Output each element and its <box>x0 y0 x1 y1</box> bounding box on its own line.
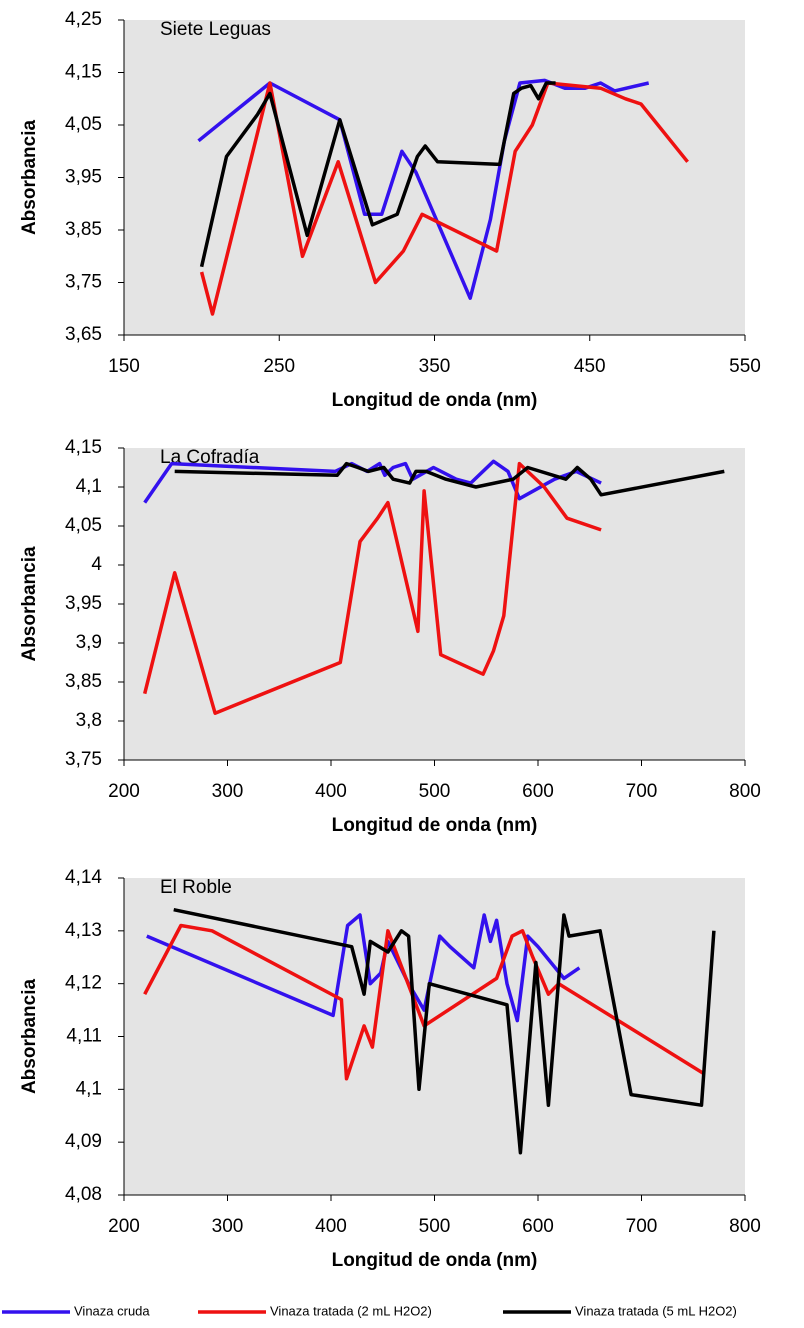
y-tick-label: 4,05 <box>65 515 102 536</box>
x-tick-label: 300 <box>212 781 244 802</box>
x-tick-label: 700 <box>626 781 658 802</box>
y-tick-label: 3,8 <box>76 710 102 731</box>
x-axis-title: Longitud de onda (nm) <box>332 390 538 411</box>
x-tick-label: 250 <box>263 356 295 377</box>
y-tick-label: 4,14 <box>65 867 102 888</box>
y-tick-label: 4,08 <box>65 1184 102 1205</box>
y-tick-label: 4,09 <box>65 1131 102 1152</box>
legend-label: Vinaza tratada (2 mL H2O2) <box>270 1303 432 1318</box>
y-tick-label: 4 <box>91 554 102 575</box>
x-tick-label: 600 <box>522 781 554 802</box>
x-tick-label: 150 <box>108 356 140 377</box>
legend-label: Vinaza cruda <box>74 1303 150 1318</box>
y-tick-label: 4,13 <box>65 920 102 941</box>
legend-label: Vinaza tratada (5 mL H2O2) <box>575 1303 737 1318</box>
x-axis-title: Longitud de onda (nm) <box>332 1250 538 1271</box>
y-tick-label: 3,95 <box>65 593 102 614</box>
x-tick-label: 400 <box>315 781 347 802</box>
data-line <box>143 461 602 715</box>
x-tick-label: 550 <box>729 356 761 377</box>
y-tick-label: 3,95 <box>65 167 102 188</box>
x-tick-label: 700 <box>626 1216 658 1237</box>
chart-title: Siete Leguas <box>160 19 271 40</box>
y-tick-label: 3,75 <box>65 272 102 293</box>
y-tick-label: 4,1 <box>76 1078 102 1099</box>
y-tick-label: 3,65 <box>65 324 102 345</box>
chart-title: El Roble <box>160 877 232 898</box>
data-line <box>173 907 716 1155</box>
plot-area <box>124 878 745 1195</box>
x-tick-label: 800 <box>729 1216 761 1237</box>
x-tick-label: 350 <box>419 356 451 377</box>
x-tick-label: 200 <box>108 1216 140 1237</box>
x-tick-label: 600 <box>522 1216 554 1237</box>
x-tick-label: 450 <box>574 356 606 377</box>
y-axis-title: Absorbancia <box>19 546 40 662</box>
y-tick-label: 3,9 <box>76 632 102 653</box>
x-tick-label: 200 <box>108 781 140 802</box>
x-axis-title: Longitud de onda (nm) <box>332 815 538 836</box>
x-tick-label: 300 <box>212 1216 244 1237</box>
y-tick-label: 4,11 <box>66 1026 102 1047</box>
x-tick-label: 400 <box>315 1216 347 1237</box>
y-tick-label: 3,85 <box>65 219 102 240</box>
y-tick-label: 4,25 <box>65 9 102 30</box>
y-tick-label: 4,15 <box>65 437 102 458</box>
y-tick-label: 4,05 <box>65 114 102 135</box>
plot-area <box>124 20 745 335</box>
x-tick-label: 500 <box>419 1216 451 1237</box>
y-axis-title: Absorbancia <box>19 120 40 236</box>
data-line <box>199 81 689 316</box>
data-line <box>146 913 581 1023</box>
x-tick-label: 800 <box>729 781 761 802</box>
data-line <box>199 81 556 268</box>
data-line <box>143 923 705 1081</box>
y-tick-label: 3,85 <box>65 671 102 692</box>
y-tick-label: 4,12 <box>65 973 102 994</box>
x-tick-label: 500 <box>419 781 451 802</box>
y-tick-label: 4,1 <box>76 476 102 497</box>
y-axis-title: Absorbancia <box>19 979 40 1095</box>
y-tick-label: 4,15 <box>65 62 102 83</box>
y-tick-label: 3,75 <box>65 749 102 770</box>
data-line <box>174 461 725 497</box>
